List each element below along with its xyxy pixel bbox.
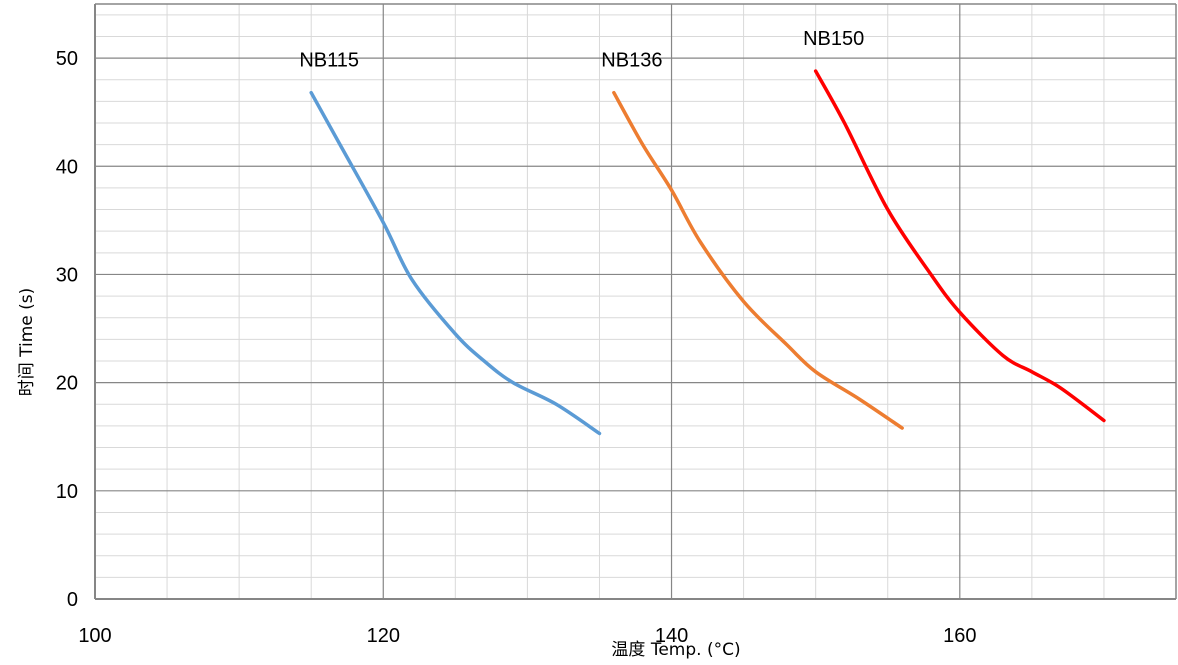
- x-tick-label: 160: [943, 625, 976, 647]
- y-axis-title: 时间 Time (s): [17, 288, 37, 397]
- x-tick-label: 100: [78, 625, 111, 647]
- axes: [94, 3, 1177, 600]
- series-line-nb115: [309, 90, 602, 436]
- y-tick-label: 20: [56, 373, 78, 395]
- series-line-nb136: [612, 90, 904, 430]
- y-tick-label: 40: [56, 156, 78, 178]
- major-gridlines: [95, 4, 1176, 599]
- series-labels: NB115 NB136 NB150: [299, 28, 864, 72]
- y-axis-tick-labels: 0 10 20 30 40 50: [56, 48, 78, 611]
- y-tick-label: 30: [56, 264, 78, 286]
- minor-gridlines: [95, 4, 1177, 599]
- y-tick-label: 50: [56, 48, 78, 70]
- x-axis-title: 温度 Temp. (°C): [611, 640, 740, 660]
- y-tick-label: 10: [56, 481, 78, 503]
- series-label-nb115: NB115: [299, 50, 359, 72]
- series-line-nb150: [813, 69, 1106, 423]
- x-tick-label: 140: [655, 625, 688, 647]
- x-tick-label: 120: [367, 625, 400, 647]
- series-label-nb136: NB136: [601, 50, 662, 72]
- series-label-nb150: NB150: [803, 28, 864, 50]
- series-lines: [309, 69, 1106, 436]
- x-axis-tick-labels: 100 120 140 160: [78, 625, 976, 647]
- y-tick-label: 0: [67, 589, 78, 611]
